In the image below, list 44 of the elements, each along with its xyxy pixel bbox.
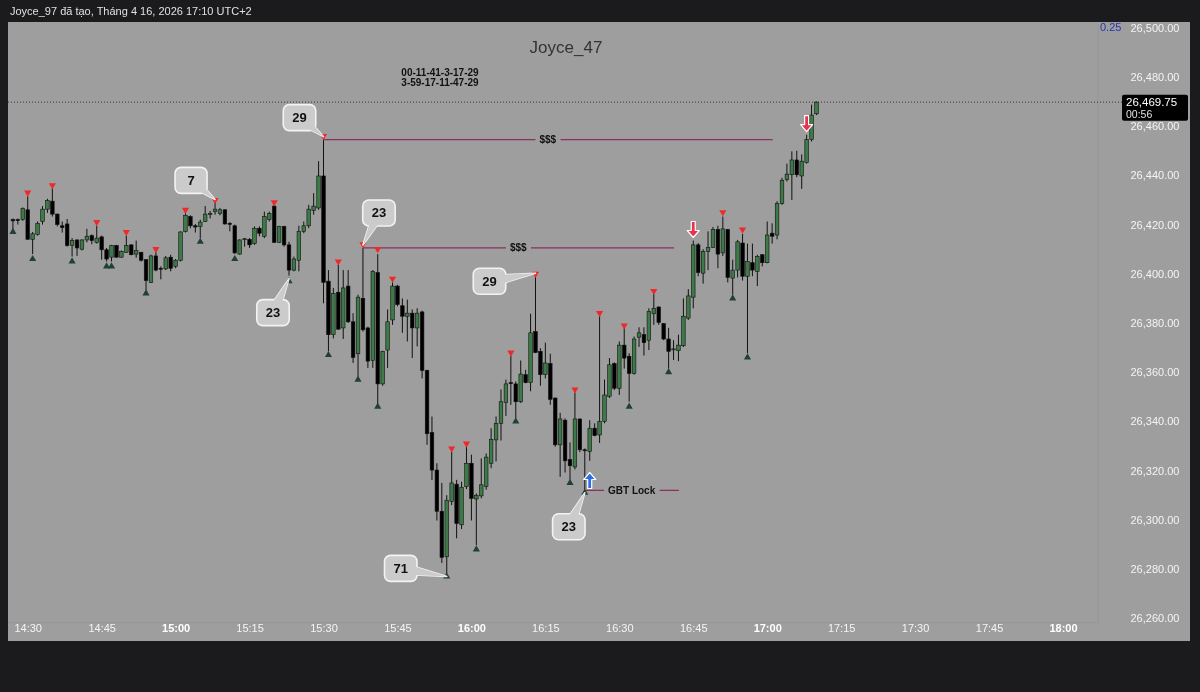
x-tick-label: 15:15 — [236, 621, 264, 634]
annotation: 29 — [292, 110, 307, 126]
series-label: $$$ — [509, 242, 528, 254]
text: 0.25 — [1100, 21, 1122, 33]
y-tick-label: 26,320.00 — [1130, 464, 1180, 477]
x-tick-label: 17:00 — [753, 621, 782, 634]
x-tick-label: 16:15 — [532, 621, 560, 634]
x-tick-label: 16:45 — [679, 621, 708, 634]
series-label: GBT Lock — [608, 484, 656, 496]
x-tick-label: 15:00 — [162, 621, 191, 634]
annotation: 71 — [393, 560, 408, 576]
y-tick-label: 26,400.00 — [1130, 267, 1180, 280]
text: Joyce_47 — [529, 38, 603, 57]
y-tick-label: 26,300.00 — [1130, 513, 1180, 526]
annotation: 23 — [371, 205, 387, 221]
y-tick-label: 26,380.00 — [1130, 317, 1180, 330]
ref-line-label: 26,469.75 00:56 — [1126, 96, 1178, 120]
x-tick-label: 16:30 — [606, 621, 634, 634]
y-tick-label: 26,500.00 — [1130, 21, 1180, 34]
x-tick-label: 14:30 — [14, 621, 42, 634]
y-tick-label: 26,480.00 — [1130, 70, 1180, 83]
annotation: 23 — [265, 305, 281, 321]
y-tick-label: 26,280.00 — [1130, 563, 1180, 576]
x-tick-label: 17:45 — [975, 621, 1004, 634]
x-tick-label: 16:00 — [457, 621, 486, 634]
y-tick-label: 26,440.00 — [1130, 169, 1180, 182]
y-tick-label: 26,360.00 — [1130, 366, 1180, 379]
chart-subtitle: Joyce_97 đã tạo, Tháng 4 16, 2026 17:10 UTC+2 — [10, 5, 252, 17]
y-tick-label: 26,260.00 — [1130, 612, 1180, 625]
x-tick-label: 18:00 — [1049, 621, 1078, 634]
series-label: $$$ — [539, 134, 557, 146]
y-tick-label: 26,460.00 — [1130, 120, 1180, 133]
x-tick-label: 14:45 — [88, 621, 116, 634]
x-tick-label: 17:30 — [901, 621, 930, 634]
annotation: 29 — [482, 273, 497, 289]
annotation: 23 — [561, 519, 577, 535]
annotation: 00-11-41-3-17-29 — [401, 67, 480, 78]
x-tick-label: 17:15 — [827, 621, 856, 634]
x-tick-label: 15:30 — [310, 621, 338, 634]
annotation: 3-59-17-11-47-29 — [401, 76, 480, 88]
y-tick-label: 26,340.00 — [1130, 415, 1180, 428]
annotation: 7 — [187, 172, 195, 188]
x-tick-label: 15:45 — [384, 621, 412, 634]
y-tick-label: 26,420.00 — [1130, 218, 1180, 231]
